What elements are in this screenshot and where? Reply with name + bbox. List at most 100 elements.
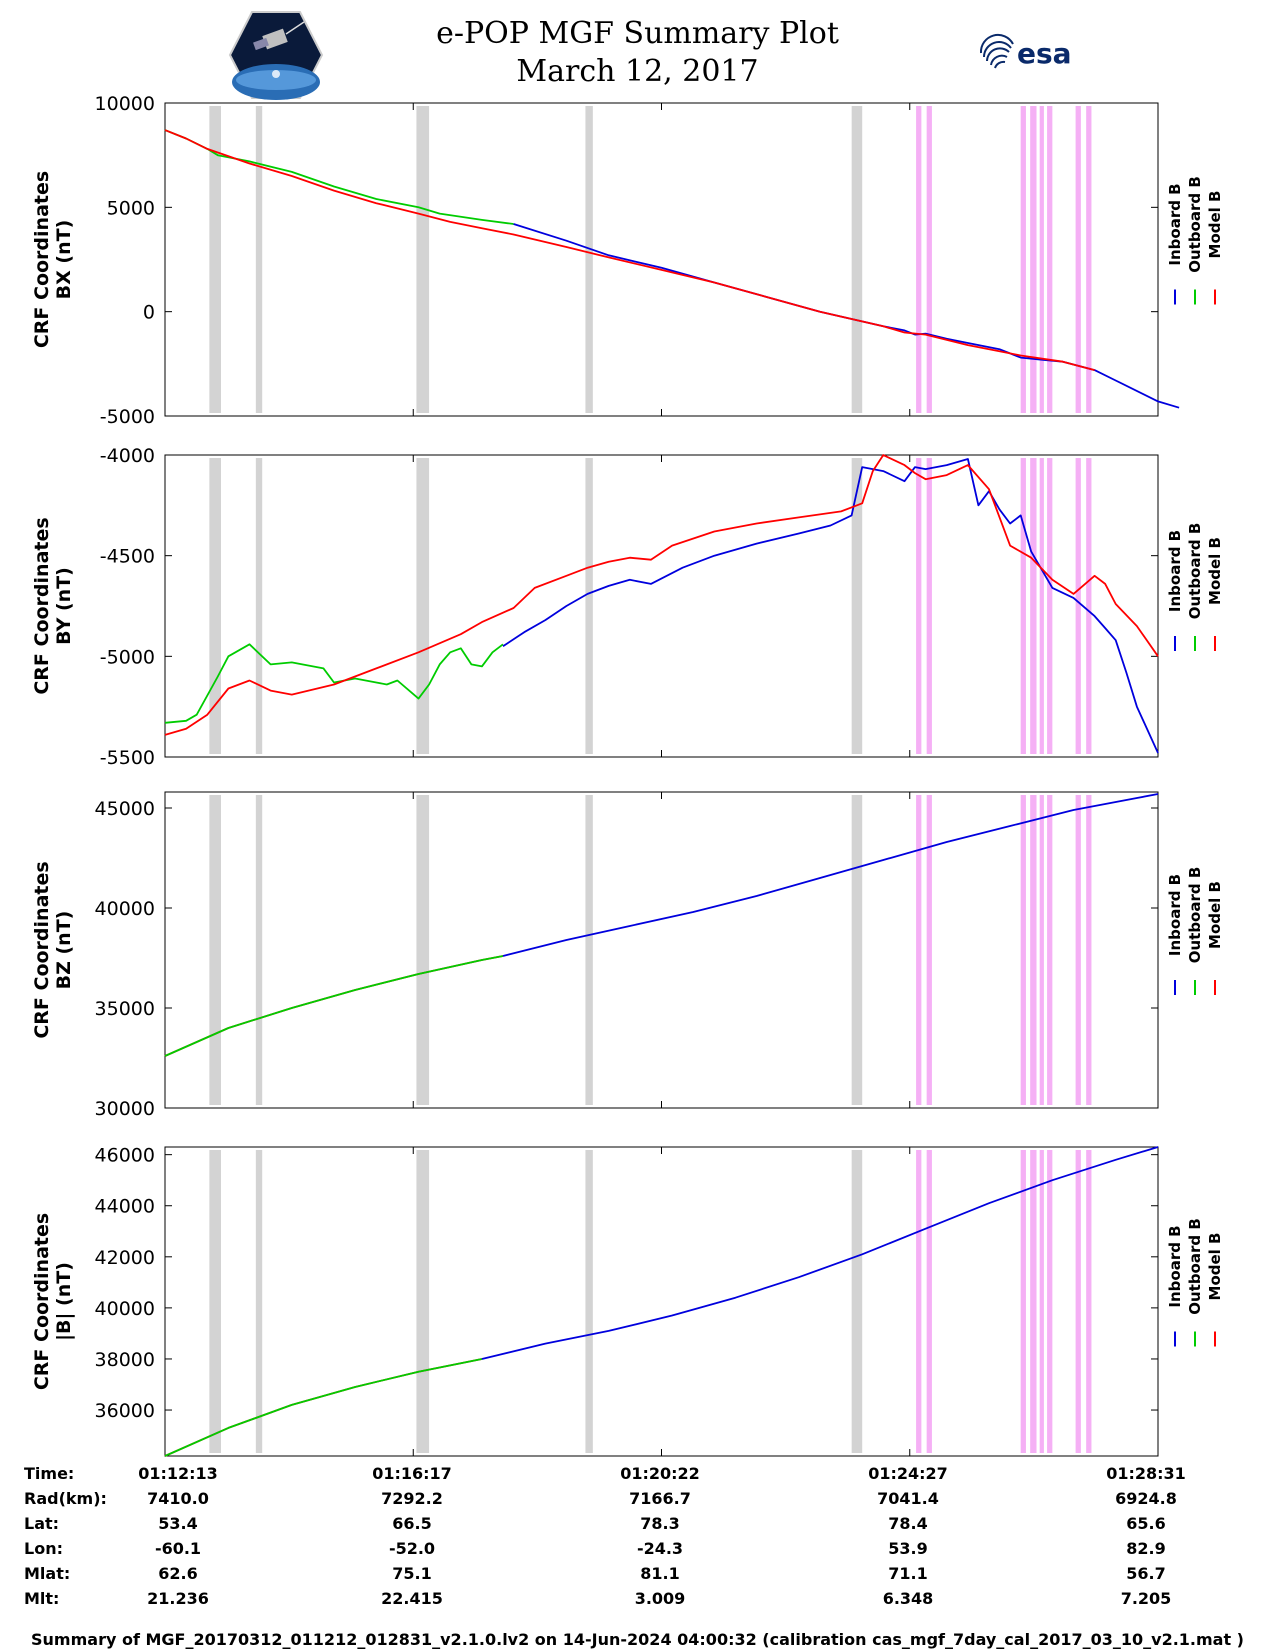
panel-3-magenta-band-4 [1039, 795, 1044, 1105]
panel-1-series-model-b [164, 129, 1095, 371]
panel-3-magenta-band-0 [916, 795, 922, 1105]
panel-4-magenta-band-7 [1086, 1150, 1092, 1453]
panel-1-magenta-band-5 [1047, 106, 1053, 413]
col4-mlat: 71.1 [888, 1564, 928, 1583]
col5-lon: 82.9 [1126, 1539, 1166, 1558]
panel-2-magenta-band-0 [916, 458, 922, 754]
panel-4-ytick-label-5: 36000 [95, 1400, 155, 1422]
panel-2-legend-label-2: Outboard B [1186, 523, 1204, 620]
col1-mlt: 21.236 [147, 1589, 209, 1608]
panel-1-magenta-band-7 [1086, 106, 1092, 413]
panel-2-magenta-band-1 [926, 458, 932, 754]
panel-2-magenta-band-5 [1047, 458, 1053, 754]
panel-2-ytick-label-0: -4000 [100, 445, 155, 467]
panel-4-ytick-label-3: 40000 [95, 1298, 155, 1320]
panel-2-legend-label-3: Model B [1206, 537, 1224, 605]
panel-4-series-outboard-b [164, 1358, 483, 1457]
panel-2-ylabel-line-1: CRF Coordinates [31, 517, 53, 694]
panel-4-legend-label-1: Inboard B [1166, 1225, 1184, 1307]
panel-4-legend-label-3: Model B [1206, 1233, 1224, 1301]
panel-2-series-inboard-b [502, 458, 1159, 754]
panel-1-legend-label-2: Outboard B [1186, 176, 1204, 273]
panel-2-ylabel-line-2: BY (nT) [53, 567, 75, 645]
panel-3-ylabel-line-2: BZ (nT) [53, 911, 75, 990]
panel-3-gray-band-1 [255, 795, 263, 1105]
panel-2-magenta-band-2 [1020, 458, 1026, 754]
panel-4-gray-band-0 [209, 1150, 221, 1453]
col1-lat: 53.4 [158, 1514, 198, 1533]
panel-2-magenta-band-3 [1030, 458, 1037, 754]
panel-2-ytick-label-2: -5000 [100, 646, 155, 668]
panel-4-magenta-band-0 [916, 1150, 922, 1453]
panel-3-magenta-band-2 [1020, 795, 1026, 1105]
panel-3-legend-label-2: Outboard B [1186, 867, 1204, 964]
panel-3-ytick-label-3: 30000 [95, 1098, 155, 1120]
panel-4-gray-band-3 [585, 1150, 593, 1453]
panel-2-ytick-label-1: -4500 [100, 546, 155, 568]
col4-lat: 78.4 [888, 1514, 928, 1533]
panel-4-ytick-label-0: 46000 [95, 1145, 155, 1167]
col3-lat: 78.3 [640, 1514, 680, 1533]
panel-1-legend-label-3: Model B [1206, 191, 1224, 259]
panel-1-gray-band-2 [416, 106, 430, 413]
panel-3-ytick-label-0: 45000 [95, 798, 155, 820]
row-label-mlt: Mlt: [24, 1589, 60, 1608]
col3-mlat: 81.1 [640, 1564, 680, 1583]
panel-1-gray-band-1 [255, 106, 263, 413]
col1-mlat: 62.6 [158, 1564, 198, 1583]
panel-1-gray-band-3 [585, 106, 593, 413]
panel-3-ytick-label-1: 40000 [95, 898, 155, 920]
panel-4-magenta-band-5 [1047, 1150, 1053, 1453]
panel-3-legend-label-3: Model B [1206, 881, 1224, 949]
panel-1-gray-band-4 [851, 106, 863, 413]
panel-2-magenta-band-7 [1086, 458, 1092, 754]
panel-2-gray-band-3 [585, 458, 593, 754]
col5-lat: 65.6 [1126, 1514, 1166, 1533]
row-label-mlat: Mlat: [24, 1564, 71, 1583]
panel-1-ylabel-line-1: CRF Coordinates [31, 171, 53, 348]
panel-2-legend-label-1: Inboard B [1166, 530, 1184, 612]
col2-lat: 66.5 [392, 1514, 432, 1533]
panel-3-magenta-band-3 [1030, 795, 1037, 1105]
esa-logo-text: esa [1017, 37, 1072, 70]
panel-4-magenta-band-3 [1030, 1150, 1037, 1453]
panel-4-ylabel-line-1: CRF Coordinates [31, 1213, 53, 1390]
row-label-lat: Lat: [24, 1514, 60, 1533]
plot-date: March 12, 2017 [516, 54, 759, 89]
panel-3-magenta-band-7 [1086, 795, 1092, 1105]
plot-title: e-POP MGF Summary Plot [436, 16, 839, 51]
panel-1-magenta-band-2 [1020, 106, 1026, 413]
panel-3-series-outboard-b [164, 955, 504, 1057]
col1-time: 01:12:13 [138, 1464, 218, 1483]
panel-1-ytick-label-2: 0 [143, 302, 155, 324]
col2-mlat: 75.1 [392, 1564, 432, 1583]
panel-1-ytick-label-0: 10000 [95, 93, 155, 115]
panel-2-series-outboard-b [164, 643, 504, 724]
panel-2-magenta-band-6 [1075, 458, 1081, 754]
panel-4-series-inboard-b [481, 1146, 1159, 1360]
col4-rad: 7041.4 [877, 1489, 939, 1508]
panel-1-magenta-band-6 [1075, 106, 1081, 413]
panel-2-gray-band-2 [416, 458, 430, 754]
col3-mlt: 3.009 [634, 1589, 686, 1608]
panel-4-ytick-label-1: 44000 [95, 1196, 155, 1218]
panel-2-gray-band-0 [209, 458, 221, 754]
panel-4-magenta-band-2 [1020, 1150, 1026, 1453]
panel-4-magenta-band-4 [1039, 1150, 1044, 1453]
panel-3-series-inboard-b [502, 793, 1159, 957]
col4-lon: 53.9 [888, 1539, 928, 1558]
col5-time: 01:28:31 [1106, 1464, 1186, 1483]
panel-1-ytick-label-3: -5000 [100, 406, 155, 428]
panel-3-gray-band-2 [416, 795, 430, 1105]
panel-4-magenta-band-6 [1075, 1150, 1081, 1453]
col1-rad: 7410.0 [147, 1489, 209, 1508]
panel-2-gray-band-4 [851, 458, 863, 754]
epop-logo [228, 11, 324, 100]
col5-mlt: 7.205 [1120, 1589, 1172, 1608]
panel-1-ytick-label-1: 5000 [107, 197, 155, 219]
panel-3-ylabel-line-1: CRF Coordinates [31, 861, 53, 1038]
panel-1-magenta-band-3 [1030, 106, 1037, 413]
col4-mlt: 6.348 [882, 1589, 934, 1608]
